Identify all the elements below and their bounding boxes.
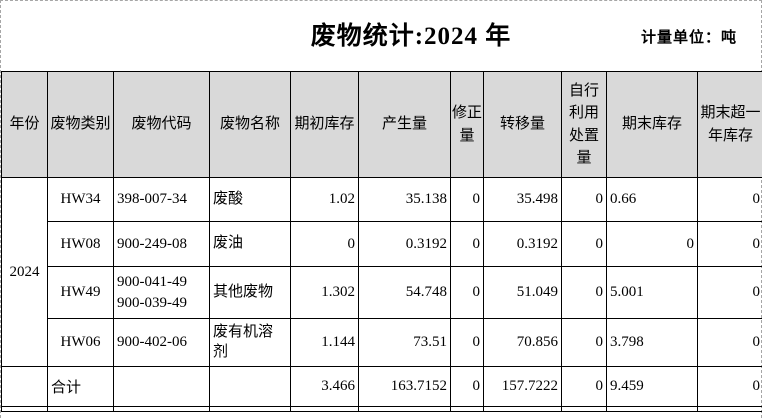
- cell-code-empty[interactable]: [113, 366, 210, 407]
- header-code[interactable]: 废物代码: [113, 71, 210, 178]
- empty-row: [1, 406, 762, 412]
- header-transferred[interactable]: 转移量: [483, 71, 562, 178]
- cell-self-disposal[interactable]: 0: [561, 177, 607, 222]
- cell-transferred[interactable]: 0.3192: [483, 221, 562, 267]
- cell-ending-stock[interactable]: 3.798: [606, 318, 698, 367]
- cell-self-disposal[interactable]: 0: [561, 266, 607, 319]
- total-opening-stock[interactable]: 3.466: [290, 366, 359, 407]
- cell-transferred[interactable]: 51.049: [483, 266, 562, 319]
- cell-name[interactable]: 废酸: [209, 177, 291, 222]
- cell-generated[interactable]: 35.138: [358, 177, 451, 222]
- cell-year-empty[interactable]: [1, 366, 48, 407]
- cell-category[interactable]: HW06: [47, 318, 114, 367]
- cell-category[interactable]: HW08: [47, 221, 114, 267]
- cell-code[interactable]: 900-249-08: [113, 221, 210, 267]
- cell-correction[interactable]: 0: [450, 318, 484, 367]
- cell-name[interactable]: 废油: [209, 221, 291, 267]
- cell-transferred[interactable]: 70.856: [483, 318, 562, 367]
- cell-code[interactable]: 398-007-34: [113, 177, 210, 222]
- cell-generated[interactable]: 54.748: [358, 266, 451, 319]
- table-row: HW08 900-249-08 废油 0 0.3192 0 0.3192 0 0…: [2, 221, 762, 267]
- total-self-disposal[interactable]: 0: [561, 366, 607, 407]
- cell-transferred[interactable]: 35.498: [483, 177, 562, 222]
- cell-ending-stock[interactable]: 0: [606, 221, 698, 267]
- header-row: 年份 废物类别 废物代码 废物名称 期初库存 产生量 修正量 转移量 自行利用处…: [1, 71, 762, 178]
- cell-correction[interactable]: 0: [450, 266, 484, 319]
- total-generated[interactable]: 163.7152: [358, 366, 451, 407]
- cell-correction[interactable]: 0: [450, 221, 484, 267]
- year-cell[interactable]: 2024: [1, 177, 48, 367]
- total-row: 合计 3.466 163.7152 0 157.7222 0 9.459 0: [1, 366, 762, 407]
- header-category[interactable]: 废物类别: [47, 71, 114, 178]
- unit-label: 计量单位：吨: [640, 30, 737, 46]
- header-generated[interactable]: 产生量: [358, 71, 451, 178]
- header-self-disposal[interactable]: 自行利用处置量: [561, 71, 607, 178]
- total-transferred[interactable]: 157.7222: [483, 366, 562, 407]
- header-correction[interactable]: 修正量: [450, 71, 484, 178]
- cell-over-one-year-stock[interactable]: 0: [697, 266, 762, 319]
- table-row: HW49 900-041-49 900-039-49 其他废物 1.302 54…: [2, 266, 762, 319]
- table-row: 2024 HW34 398-007-34 废酸 1.02 35.138 0 35…: [1, 177, 762, 367]
- cell-generated[interactable]: 73.51: [358, 318, 451, 367]
- header-ending-stock[interactable]: 期末库存: [606, 71, 698, 178]
- header-over-one-year-stock[interactable]: 期末超一年库存: [697, 71, 762, 178]
- total-correction[interactable]: 0: [450, 366, 484, 407]
- total-label[interactable]: 合计: [47, 366, 114, 407]
- cell-code[interactable]: 900-402-06: [113, 318, 210, 367]
- cell-generated[interactable]: 0.3192: [358, 221, 451, 267]
- title-bar: 废物统计:2024 年 计量单位：吨: [1, 1, 761, 71]
- cell-opening-stock[interactable]: 1.302: [290, 266, 359, 319]
- cell-code[interactable]: 900-041-49 900-039-49: [113, 266, 210, 319]
- header-opening-stock[interactable]: 期初库存: [290, 71, 359, 178]
- cell-name-empty[interactable]: [209, 366, 291, 407]
- cell-correction[interactable]: 0: [450, 177, 484, 222]
- cell-over-one-year-stock[interactable]: 0: [697, 177, 762, 222]
- cell-self-disposal[interactable]: 0: [561, 318, 607, 367]
- header-year[interactable]: 年份: [1, 71, 48, 178]
- total-over-one-year-stock[interactable]: 0: [697, 366, 762, 407]
- cell-opening-stock[interactable]: 1.02: [290, 177, 359, 222]
- table-row: HW06 900-402-06 废有机溶剂 1.144 73.51 0 70.8…: [2, 318, 762, 367]
- cell-opening-stock[interactable]: 1.144: [290, 318, 359, 367]
- cell-ending-stock[interactable]: 5.001: [606, 266, 698, 319]
- cell-category[interactable]: HW34: [47, 177, 114, 222]
- cell-name[interactable]: 其他废物: [209, 266, 291, 319]
- header-name[interactable]: 废物名称: [209, 71, 291, 178]
- cell-category[interactable]: HW49: [47, 266, 114, 319]
- total-ending-stock[interactable]: 9.459: [606, 366, 698, 407]
- cell-over-one-year-stock[interactable]: 0: [697, 221, 762, 267]
- page-title: 废物统计:2024 年: [310, 23, 512, 50]
- waste-statistics-table: 年份 废物类别 废物代码 废物名称 期初库存 产生量 修正量 转移量 自行利用处…: [1, 71, 762, 412]
- cell-ending-stock[interactable]: 0.66: [606, 177, 698, 222]
- cell-name[interactable]: 废有机溶剂: [209, 318, 291, 367]
- cell-self-disposal[interactable]: 0: [561, 221, 607, 267]
- cell-opening-stock[interactable]: 0: [290, 221, 359, 267]
- cell-over-one-year-stock[interactable]: 0: [697, 318, 762, 367]
